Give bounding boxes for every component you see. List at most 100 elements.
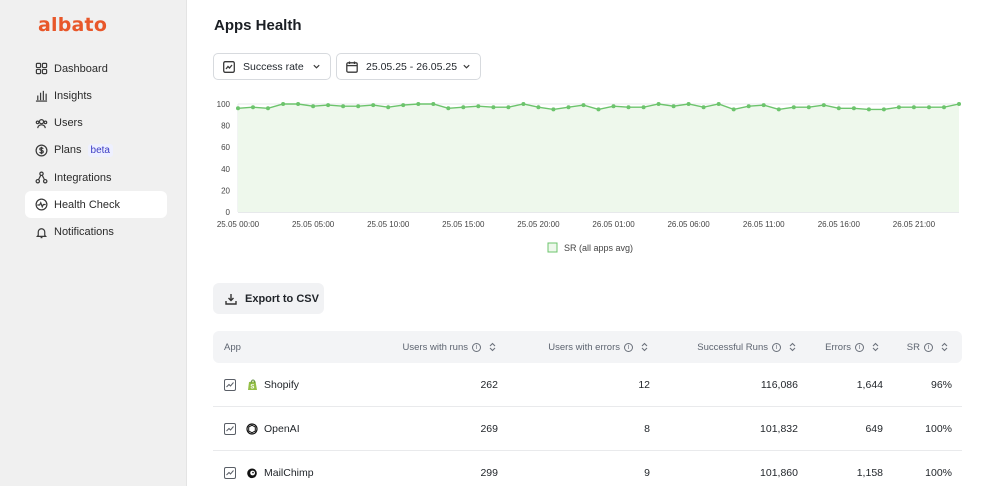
- sort-icon[interactable]: [872, 342, 879, 352]
- main-content: Apps Health Success rate 25.05.25 - 26.0…: [187, 0, 990, 486]
- table-row[interactable]: OpenAI 269 8 101,832 649 100%: [213, 407, 962, 451]
- app-name[interactable]: Shopify: [264, 379, 300, 391]
- data-point[interactable]: [341, 104, 346, 109]
- chevron-down-icon: [463, 64, 470, 69]
- sidebar-item-notifications[interactable]: Notifications: [25, 219, 167, 246]
- data-point[interactable]: [236, 106, 240, 111]
- albato-logo[interactable]: albato: [38, 14, 108, 36]
- sort-icon[interactable]: [941, 342, 948, 352]
- data-point[interactable]: [536, 105, 541, 110]
- col-users-with-errors[interactable]: Users with errors i: [548, 331, 648, 363]
- date-range-picker[interactable]: 25.05.25 - 26.05.25: [336, 53, 481, 80]
- info-icon[interactable]: i: [855, 342, 864, 352]
- col-app: App: [224, 331, 241, 363]
- data-point[interactable]: [356, 104, 361, 109]
- data-point[interactable]: [296, 102, 301, 106]
- data-point[interactable]: [896, 105, 901, 110]
- openai-icon: [246, 423, 258, 435]
- data-point[interactable]: [461, 105, 466, 110]
- data-point[interactable]: [927, 105, 931, 110]
- data-point[interactable]: [446, 106, 451, 111]
- data-point[interactable]: [506, 105, 511, 110]
- users-with-errors-cell: 9: [644, 467, 650, 479]
- errors-cell: 1,644: [856, 379, 883, 391]
- data-point[interactable]: [491, 105, 496, 110]
- data-point[interactable]: [611, 104, 616, 109]
- info-icon[interactable]: i: [772, 342, 781, 352]
- data-point[interactable]: [566, 105, 571, 110]
- data-point[interactable]: [716, 102, 721, 106]
- data-point[interactable]: [386, 105, 391, 110]
- data-point[interactable]: [806, 105, 811, 110]
- data-point[interactable]: [551, 107, 556, 112]
- col-sr[interactable]: SR i: [907, 331, 948, 363]
- data-point[interactable]: [656, 102, 661, 106]
- data-point[interactable]: [266, 106, 270, 111]
- data-point[interactable]: [416, 102, 421, 106]
- metric-select[interactable]: Success rate: [213, 53, 331, 80]
- table-row[interactable]: MailChimp 299 9 101,860 1,158 100%: [213, 451, 962, 486]
- sidebar-item-insights[interactable]: Insights: [25, 82, 167, 109]
- data-point[interactable]: [326, 103, 331, 108]
- info-icon[interactable]: i: [624, 342, 633, 352]
- sidebar-item-dashboard[interactable]: Dashboard: [25, 55, 167, 82]
- data-point[interactable]: [866, 107, 871, 112]
- col-users-with-runs[interactable]: Users with runs i: [403, 331, 496, 363]
- sidebar-item-integrations[interactable]: Integrations: [25, 164, 167, 191]
- info-icon[interactable]: i: [924, 342, 933, 352]
- col-successful-runs[interactable]: Successful Runs i: [697, 331, 796, 363]
- y-tick-label: 80: [221, 122, 230, 131]
- data-point[interactable]: [641, 105, 646, 110]
- data-point[interactable]: [836, 106, 841, 111]
- users-with-runs-cell: 262: [480, 379, 498, 391]
- data-point[interactable]: [701, 105, 706, 110]
- app-chart-icon[interactable]: [224, 423, 236, 435]
- sort-icon[interactable]: [489, 342, 496, 352]
- data-point[interactable]: [686, 102, 691, 106]
- data-point[interactable]: [596, 107, 601, 112]
- data-point[interactable]: [821, 103, 826, 108]
- data-point[interactable]: [942, 105, 946, 110]
- sidebar-item-health-check[interactable]: Health Check: [25, 191, 167, 219]
- sidebar-item-users[interactable]: Users: [25, 110, 167, 137]
- data-point[interactable]: [761, 103, 766, 108]
- data-point[interactable]: [881, 107, 886, 112]
- data-point[interactable]: [911, 105, 916, 110]
- data-point[interactable]: [626, 105, 631, 110]
- app-name[interactable]: OpenAI: [264, 423, 300, 435]
- data-point[interactable]: [431, 102, 436, 106]
- table-row[interactable]: S Shopify 262 12 116,086 1,644 96%: [213, 363, 962, 407]
- data-point[interactable]: [251, 105, 255, 110]
- legend-label[interactable]: SR (all apps avg): [564, 243, 633, 253]
- data-point[interactable]: [401, 103, 406, 108]
- legend-swatch[interactable]: [547, 242, 558, 253]
- col-errors-label: Errors: [825, 341, 851, 353]
- sidebar-item-plans[interactable]: Plans beta: [25, 137, 167, 164]
- sort-icon[interactable]: [789, 342, 796, 352]
- data-point[interactable]: [476, 104, 481, 109]
- data-point[interactable]: [311, 104, 316, 109]
- series-area: [238, 104, 959, 212]
- info-icon[interactable]: i: [472, 342, 481, 352]
- data-point[interactable]: [281, 102, 286, 106]
- x-tick-label: 26.05 16:00: [818, 220, 861, 229]
- y-tick-label: 20: [221, 186, 230, 195]
- app-chart-icon[interactable]: [224, 379, 236, 391]
- data-point[interactable]: [581, 103, 586, 108]
- app-name[interactable]: MailChimp: [264, 467, 314, 479]
- col-errors[interactable]: Errors i: [825, 331, 879, 363]
- col-app-label: App: [224, 341, 241, 353]
- data-point[interactable]: [776, 107, 781, 112]
- users-icon: [34, 116, 48, 130]
- data-point[interactable]: [371, 103, 376, 108]
- data-point[interactable]: [521, 102, 526, 106]
- data-point[interactable]: [746, 104, 751, 109]
- sort-icon[interactable]: [641, 342, 648, 352]
- app-chart-icon[interactable]: [224, 467, 236, 479]
- data-point[interactable]: [671, 104, 676, 109]
- data-point[interactable]: [957, 102, 961, 106]
- data-point[interactable]: [731, 107, 736, 112]
- data-point[interactable]: [791, 105, 796, 110]
- export-csv-button[interactable]: Export to CSV: [213, 283, 324, 314]
- data-point[interactable]: [851, 106, 856, 111]
